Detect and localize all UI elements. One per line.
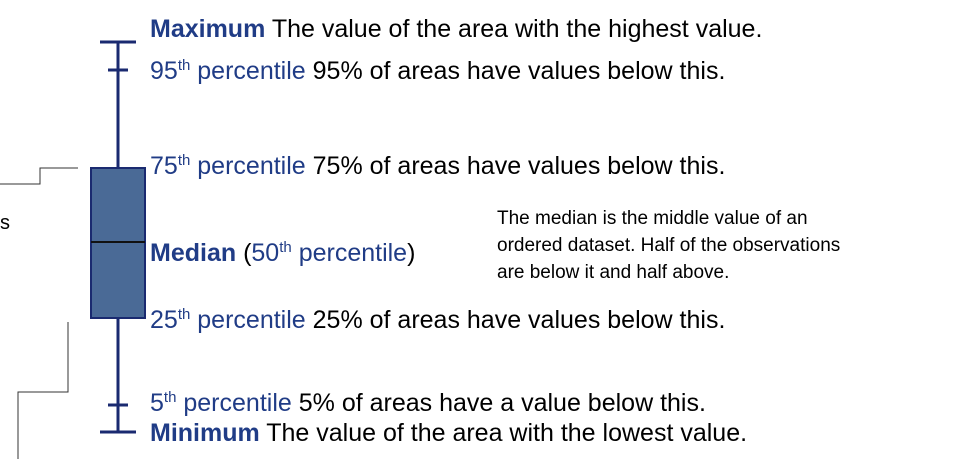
callout-lines [0, 167, 78, 459]
callout-line [0, 167, 78, 185]
num: 5 [150, 389, 164, 417]
num: 50 [251, 239, 280, 267]
desc: The value of the area with the lowest va… [266, 419, 748, 447]
edge-fragment: s [0, 212, 10, 234]
note-line: are below it and half above. [497, 262, 730, 283]
num: 75 [150, 152, 178, 180]
num: 25 [150, 306, 178, 334]
term: Maximum [150, 15, 266, 43]
p95-row: 95th percentile 95% of areas have values… [150, 56, 725, 86]
sup: th [177, 152, 191, 169]
num: 95 [150, 57, 178, 85]
sup: th [177, 57, 191, 74]
sup: th [279, 239, 292, 256]
word: percentile [298, 239, 408, 267]
p5-row: 5th percentile 5% of areas have a value … [150, 388, 706, 418]
word: percentile [197, 57, 306, 85]
sup: th [177, 306, 191, 323]
median-note: The median is the middle value of an orde… [497, 205, 840, 286]
median-row: Median (50th percentile) [150, 238, 415, 268]
desc: The value of the area with the highest v… [271, 15, 763, 43]
note-line: The median is the middle value of an [497, 208, 808, 229]
word: percentile [197, 306, 306, 334]
desc: 75% of areas have values below this. [312, 152, 726, 180]
term: Median [150, 239, 237, 267]
desc: 95% of areas have values below this. [312, 57, 726, 85]
paren: ) [407, 239, 416, 267]
desc: 25% of areas have values below this. [312, 306, 726, 334]
word: percentile [183, 389, 292, 417]
desc: 5% of areas have a value below this. [298, 389, 706, 417]
callout-line [17, 322, 69, 459]
note-line: ordered dataset. Half of the observation… [497, 235, 841, 256]
word: percentile [197, 152, 306, 180]
p75-row: 75th percentile 75% of areas have values… [150, 151, 725, 181]
paren: ( [243, 239, 252, 267]
p25-row: 25th percentile 25% of areas have values… [150, 305, 725, 335]
maximum-row: Maximum The value of the area with the h… [150, 14, 762, 44]
minimum-row: Minimum The value of the area with the l… [150, 418, 747, 448]
sup: th [163, 389, 177, 406]
term: Minimum [150, 419, 260, 447]
